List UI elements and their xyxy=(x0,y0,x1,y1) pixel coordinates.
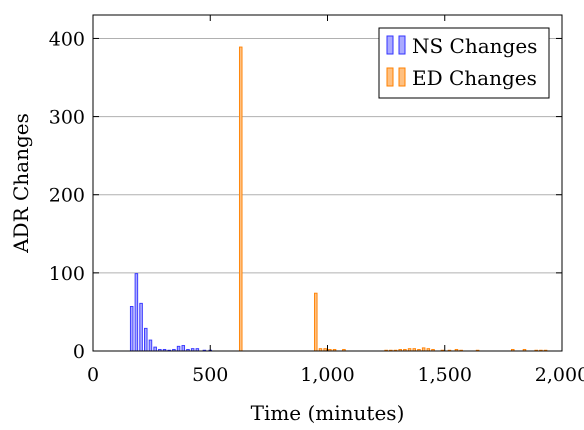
bar-0-0 xyxy=(129,306,134,352)
legend-label-ed-changes: ED Changes xyxy=(412,66,537,90)
x-tick-label-0: 0 xyxy=(87,364,99,386)
x-axis-title: Time (minutes) xyxy=(251,401,405,425)
legend-swatch-bar-1-0 xyxy=(386,67,394,87)
bar-0-1 xyxy=(134,273,139,352)
bar-0-10 xyxy=(176,345,181,352)
legend-item-ns-changes: NS Changes xyxy=(386,34,537,58)
x-tick-label-3: 1,500 xyxy=(418,364,472,386)
series-0 xyxy=(129,273,212,352)
x-tick-label-1: 500 xyxy=(192,364,228,386)
legend-swatch-bar-1-1 xyxy=(398,67,406,87)
legend-box xyxy=(378,27,550,99)
y-tick-label-3: 300 xyxy=(49,107,85,129)
bar-0-2 xyxy=(139,302,143,352)
legend: NS Changes ED Changes xyxy=(378,27,550,99)
y-axis-title: ADR Changes xyxy=(9,113,33,254)
legend-swatch-ns-changes xyxy=(386,35,406,55)
legend-item-ed-changes: ED Changes xyxy=(386,66,537,90)
legend-swatch-bar-0-1 xyxy=(398,35,406,55)
legend-swatch-ed-changes xyxy=(386,67,406,87)
legend-label-ns-changes: NS Changes xyxy=(412,34,537,58)
axis-ticks: 0 500 1,000 1,500 2,000 0 100 200 300 400 xyxy=(49,15,584,386)
legend-swatch-bar-0-0 xyxy=(386,35,394,55)
x-tick-label-4: 2,000 xyxy=(535,364,584,386)
y-tick-label-1: 100 xyxy=(49,263,85,285)
x-tick-label-2: 1,000 xyxy=(300,364,354,386)
bar-0-5 xyxy=(153,346,157,352)
bar-1-0 xyxy=(238,46,243,352)
bar-0-4 xyxy=(148,339,153,352)
bar-0-3 xyxy=(144,327,148,352)
y-tick-label-0: 0 xyxy=(73,341,85,363)
y-tick-label-4: 400 xyxy=(49,28,85,50)
y-tick-label-2: 200 xyxy=(49,185,85,207)
bar-1-1 xyxy=(314,292,318,352)
bar-0-11 xyxy=(181,345,186,352)
